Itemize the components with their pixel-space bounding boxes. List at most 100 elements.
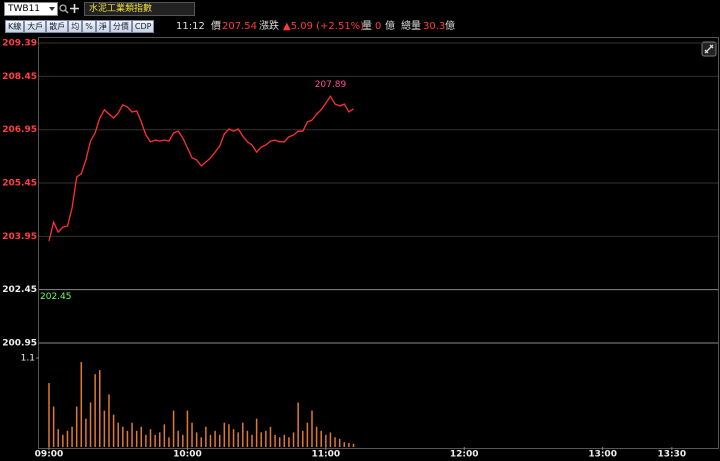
toolbar-button[interactable]: 分價 — [109, 20, 132, 33]
toolbar-button[interactable]: 大戶 — [24, 20, 47, 33]
volume-bar — [168, 437, 170, 447]
volume-bar — [209, 434, 212, 447]
index-name: 水泥工業類指數 — [84, 2, 195, 16]
volume-bar — [177, 430, 179, 447]
volume-bar — [200, 437, 203, 447]
volume-bar — [205, 426, 207, 447]
change: ▲5.09 (+2.51%) — [283, 21, 365, 32]
toolbar-button[interactable]: 均 — [68, 20, 83, 33]
volume-bar — [283, 434, 286, 447]
volume-unit: 億 — [385, 21, 395, 32]
y-tick-label: 209.39 — [2, 39, 37, 49]
volume-bar — [140, 426, 143, 447]
x-tick-label: 12:00 — [450, 450, 479, 460]
volume-bar — [186, 410, 189, 447]
volume-bar — [338, 438, 341, 447]
toolbar-button[interactable]: % — [82, 20, 96, 33]
reference-label: 202.45 — [40, 292, 72, 302]
volume-bar — [135, 430, 138, 447]
toolbar-button[interactable]: K線 — [5, 20, 25, 33]
volume-bar — [329, 432, 332, 447]
volume-bar — [62, 434, 64, 447]
volume-bar — [311, 410, 313, 447]
volume-bar — [52, 406, 55, 447]
toolbar-button[interactable]: CDP — [131, 20, 155, 33]
volume-bar — [57, 429, 59, 447]
change-label: 漲跌 — [259, 21, 279, 32]
peak-label: 207.89 — [315, 80, 347, 90]
volume-label: 量 — [362, 21, 372, 32]
price-line — [48, 95, 354, 242]
x-tick-label: 11:00 — [311, 450, 340, 460]
volume-bar — [75, 406, 78, 447]
volume-bar — [352, 443, 355, 447]
volume-bar — [343, 442, 346, 447]
dropdown-arrow[interactable] — [49, 7, 55, 11]
total-label: 總量 — [401, 21, 421, 32]
volume-bar — [334, 437, 336, 447]
volume-bar — [66, 430, 69, 447]
volume-bar — [214, 430, 216, 447]
add-icon[interactable] — [70, 4, 79, 13]
toolbar: TWB11 水泥工業類指數 K線 大戶 散戶均% 淨分價 CDP 11:12 價 207… — [0, 0, 720, 36]
chart-frame — [38, 37, 719, 449]
volume-bar — [80, 362, 83, 447]
y-tick-label: 202.45 — [2, 285, 37, 295]
volume-bar — [297, 402, 299, 447]
volume-bar — [288, 437, 290, 447]
x-tick-label: 10:00 — [173, 450, 202, 460]
button-row: K線 大戶 散戶均% 淨分價 CDP — [5, 20, 155, 33]
volume-bar — [122, 426, 124, 447]
volume: 0 — [375, 21, 382, 32]
volume-bar — [292, 432, 295, 447]
volume-bar — [228, 424, 230, 447]
volume-bar — [242, 422, 244, 447]
volume-bar — [237, 432, 239, 447]
volume-bar — [265, 430, 267, 447]
y2-tick-label: 1.1 — [21, 354, 35, 364]
y-tick-label: 200.95 — [2, 339, 37, 349]
volume-bar — [195, 432, 198, 447]
volume-bar — [255, 418, 258, 447]
volume-bar — [315, 426, 318, 447]
toolbar-button[interactable]: 散戶 — [46, 20, 69, 33]
toolbar-button[interactable]: 淨 — [95, 20, 110, 33]
volume-bar — [163, 424, 166, 447]
volume-bar — [103, 410, 106, 447]
symbol: TWB11 — [8, 4, 41, 14]
x-tick-label: 09:00 — [35, 450, 64, 460]
volume-bar — [145, 434, 147, 447]
quote-time: 11:12 — [176, 21, 205, 32]
search-icon[interactable] — [59, 3, 69, 15]
volume-bar — [154, 434, 156, 447]
y-tick-label: 205.45 — [2, 179, 37, 189]
volume-bar — [48, 383, 50, 447]
volume-bar — [320, 430, 322, 447]
volume-bar — [302, 430, 304, 447]
volume-bar — [182, 434, 184, 447]
volume-bar — [218, 434, 221, 447]
volume-bar — [131, 422, 133, 447]
volume-bar — [251, 434, 253, 447]
volume-bar — [274, 434, 276, 447]
volume-bar — [278, 437, 281, 447]
volume-bar — [325, 434, 327, 447]
x-tick-label: 13:00 — [588, 450, 617, 460]
volume-bar — [232, 429, 235, 447]
total: 30.3 — [423, 21, 446, 32]
volume-bar — [85, 418, 87, 447]
volume-bar — [306, 422, 309, 447]
symbol-input[interactable]: TWB11 — [4, 2, 58, 16]
y-tick-label: 206.95 — [2, 125, 37, 135]
y-tick-label: 208.45 — [2, 72, 37, 82]
volume-bar — [348, 442, 350, 447]
volume-bar — [149, 429, 152, 447]
link-icon[interactable] — [701, 41, 717, 57]
total-unit: 億 — [445, 21, 455, 32]
volume-bar — [89, 402, 92, 447]
volume-bar — [269, 426, 272, 447]
volume-bar — [260, 432, 262, 447]
y-tick-label: 203.95 — [2, 232, 37, 242]
